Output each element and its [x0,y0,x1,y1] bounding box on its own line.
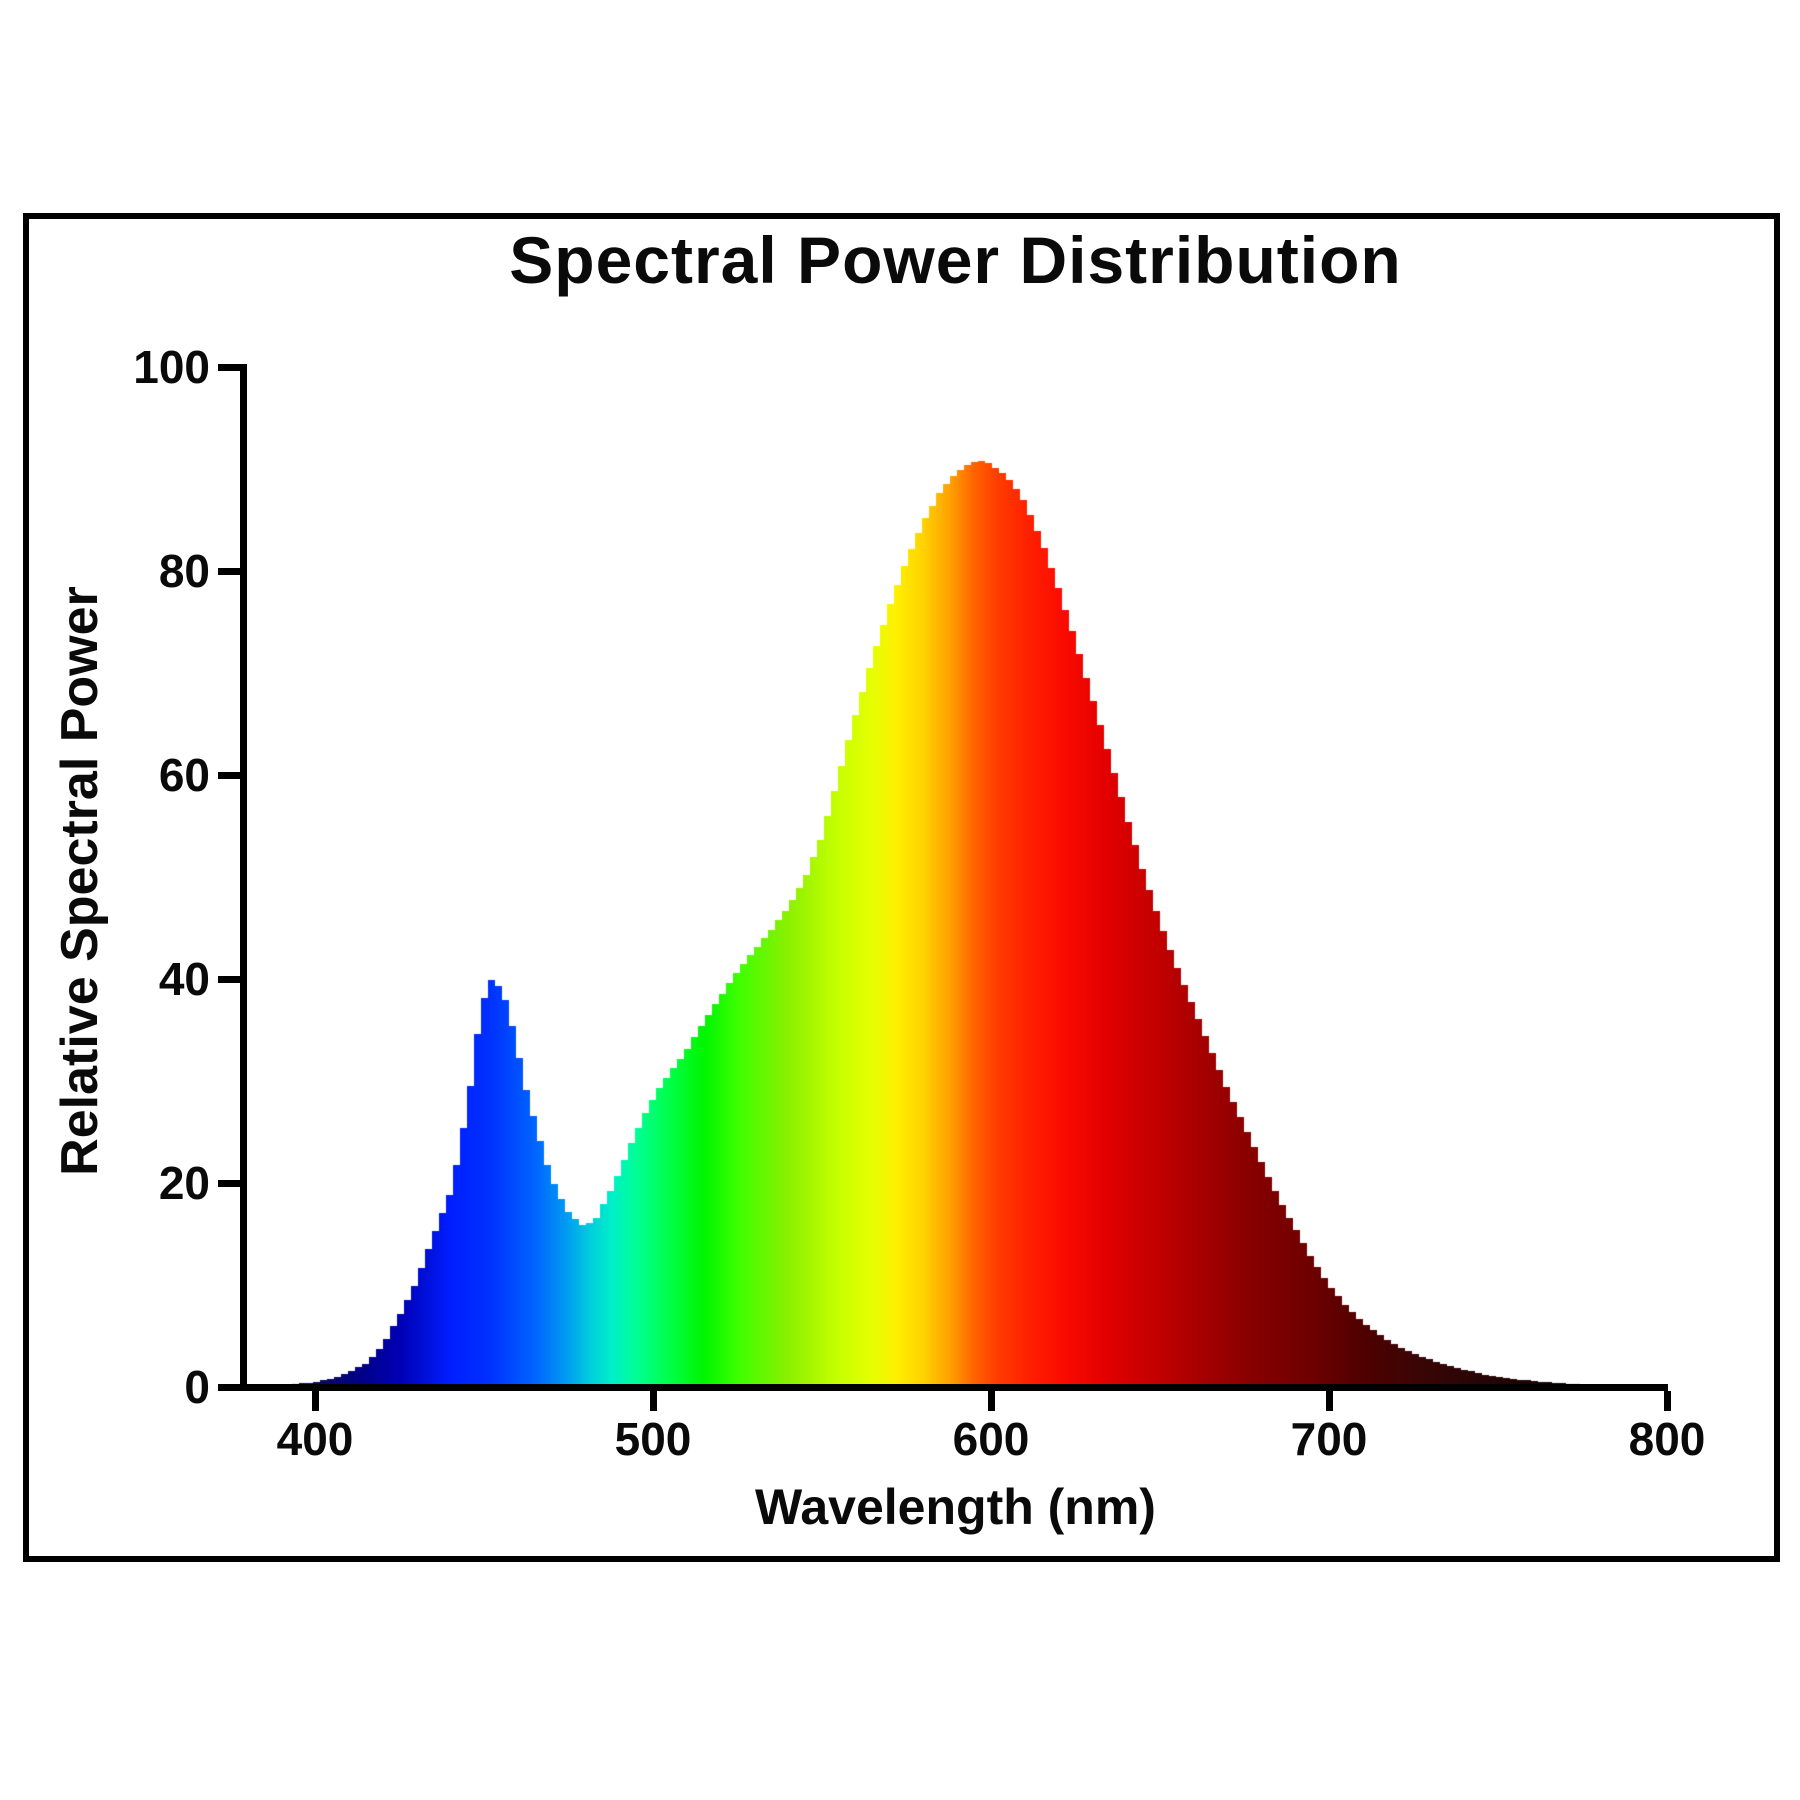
spectrum-area-fill [243,367,1668,1387]
y-tick-mark [218,772,240,779]
x-tick-mark [1326,1391,1333,1411]
x-tick-label: 600 [952,1413,1030,1465]
y-tick-mark [218,1384,240,1391]
y-tick-mark [218,568,240,575]
x-tick-mark [988,1391,995,1411]
y-tick-label: 60 [158,749,210,801]
y-tick-mark [218,976,240,983]
x-tick-mark [650,1391,657,1411]
y-tick-label: 100 [133,341,210,393]
y-axis-line [240,364,247,1391]
y-tick-label: 80 [158,545,210,597]
x-axis-title: Wavelength (nm) [755,1479,1156,1535]
y-axis-title: Relative Spectral Power [51,586,109,1176]
y-tick-mark [218,364,240,371]
y-tick-mark [218,1180,240,1187]
x-tick-mark [1664,1391,1671,1411]
y-tick-label: 20 [158,1157,210,1209]
x-tick-label: 800 [1628,1413,1706,1465]
x-tick-label: 400 [276,1413,354,1465]
x-axis-line [240,1384,1668,1391]
y-tick-label: 40 [158,953,210,1005]
x-tick-label: 700 [1290,1413,1368,1465]
x-tick-label: 500 [614,1413,692,1465]
y-tick-label: 0 [184,1361,210,1413]
chart-title: Spectral Power Distribution [509,223,1402,297]
x-tick-mark [312,1391,319,1411]
